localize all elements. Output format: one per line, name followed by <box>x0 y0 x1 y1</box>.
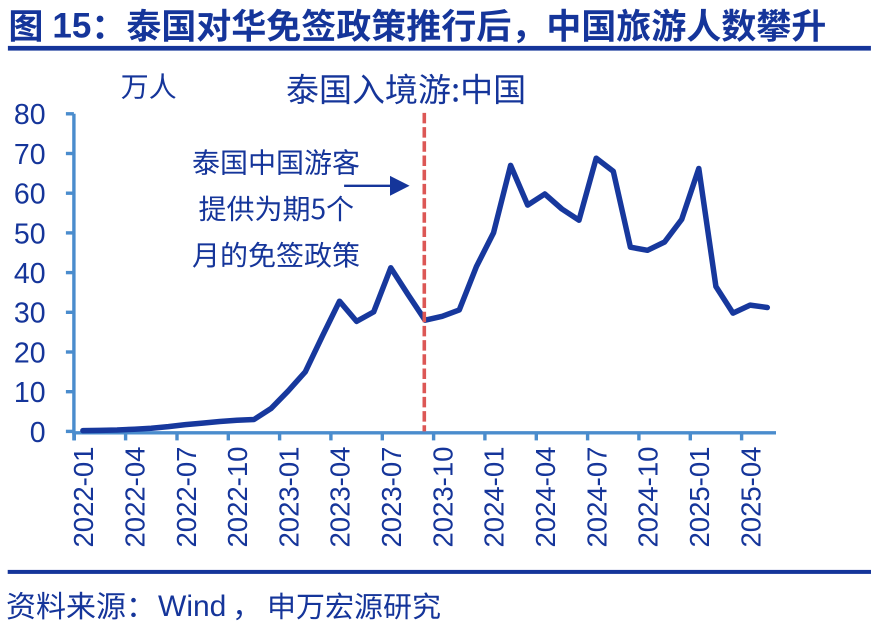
svg-text:2023-01: 2023-01 <box>273 447 304 548</box>
svg-text:50: 50 <box>14 218 46 250</box>
svg-text:40: 40 <box>14 258 46 290</box>
svg-text:60: 60 <box>14 179 46 211</box>
svg-text:2025-01: 2025-01 <box>684 447 715 548</box>
svg-text:15: 15 <box>52 6 91 45</box>
svg-text:2024-01: 2024-01 <box>479 447 510 548</box>
svg-text:10: 10 <box>14 377 46 409</box>
svg-text:Wind: Wind <box>158 590 226 623</box>
svg-text:80: 80 <box>14 99 46 131</box>
svg-text:2023-10: 2023-10 <box>427 447 458 548</box>
svg-text:2024-07: 2024-07 <box>581 447 612 548</box>
svg-text:2022-07: 2022-07 <box>171 447 202 548</box>
svg-text:2024-04: 2024-04 <box>530 447 561 548</box>
svg-text:2022-10: 2022-10 <box>222 447 253 548</box>
svg-text:2024-10: 2024-10 <box>633 447 664 548</box>
svg-text:30: 30 <box>14 298 46 330</box>
svg-text:2022-04: 2022-04 <box>119 447 150 548</box>
svg-text:2025-04: 2025-04 <box>735 447 766 548</box>
svg-text:0: 0 <box>30 417 46 449</box>
svg-text:70: 70 <box>14 139 46 171</box>
svg-text:20: 20 <box>14 337 46 369</box>
svg-text:2023-07: 2023-07 <box>376 447 407 548</box>
svg-text:2022-01: 2022-01 <box>68 447 99 548</box>
svg-text:2023-04: 2023-04 <box>325 447 356 548</box>
